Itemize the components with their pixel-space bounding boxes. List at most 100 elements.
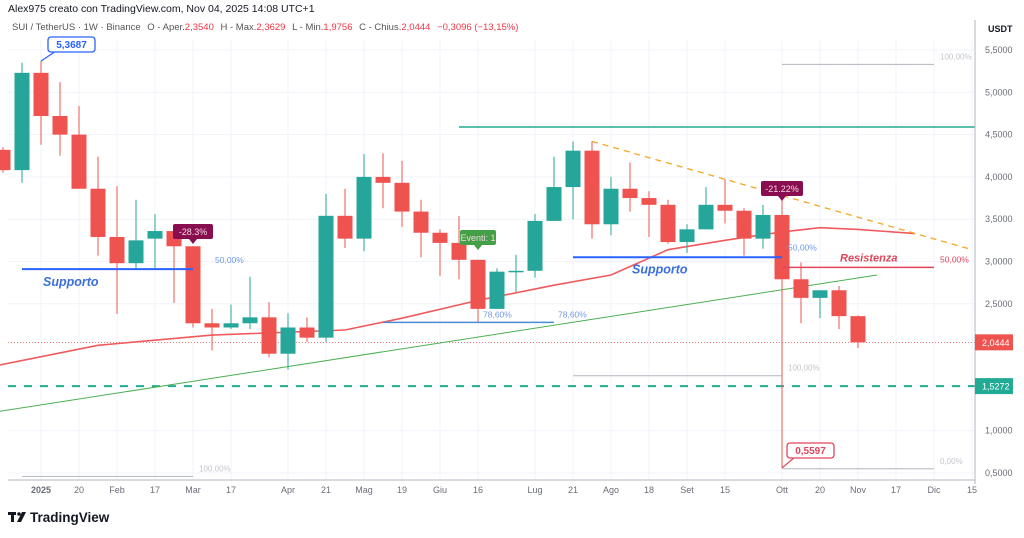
time-tick: Apr: [281, 485, 295, 495]
fib-label: 50,00%: [215, 255, 244, 265]
time-tick: 15: [967, 485, 977, 495]
price-axis[interactable]: 5,5000 5,0000 4,5000 4,0000 3,5000 3,0000 2,50…: [975, 45, 1013, 478]
time-tick: 16: [473, 485, 483, 495]
candle-body: [185, 246, 201, 324]
candle: [546, 156, 562, 221]
legend: SUI / TetherUS · 1W · Binance O - Aper.2…: [12, 22, 518, 33]
time-tick: 15: [720, 485, 730, 495]
candle: [280, 313, 296, 370]
candle-body: [793, 279, 809, 298]
candle: [14, 62, 30, 183]
candle-body: [698, 204, 714, 230]
candle: [793, 262, 809, 324]
candle-body: [337, 215, 353, 239]
candle-body: [679, 229, 695, 243]
candle-body: [14, 72, 30, 171]
candle-body: [261, 317, 277, 354]
candle: [33, 61, 49, 145]
time-tick: 2025: [31, 485, 51, 495]
callout-box: [47, 36, 96, 53]
time-tick: 17: [891, 485, 901, 495]
candle: [90, 156, 106, 256]
fib-label: 50,00%: [940, 254, 969, 264]
price-tick: 4,5000: [985, 130, 1013, 140]
trend-line: [0, 274, 878, 412]
open-value: 2,3540: [185, 22, 214, 33]
time-tick: 17: [226, 485, 236, 495]
currency-label: USDT: [988, 24, 1013, 34]
high-value: 2,3629: [256, 22, 285, 33]
candle: [261, 302, 277, 358]
resistance-label: Resistenza: [840, 252, 897, 264]
badge-pointer: [189, 239, 197, 244]
callout-box: [786, 442, 835, 459]
candle: [185, 246, 201, 328]
candle: [109, 186, 125, 314]
candle-body: [774, 214, 790, 280]
candle-body: [109, 236, 125, 264]
grid: [8, 40, 975, 480]
close-value: 2,0444: [401, 22, 430, 33]
candle: [812, 290, 828, 319]
candle: [641, 191, 657, 237]
price-tick: 5,0000: [985, 87, 1013, 97]
candle: [147, 214, 163, 269]
candle-body: [318, 215, 334, 338]
candle-body: [413, 211, 429, 233]
candle-body: [223, 323, 239, 328]
price-tick: 5,5000: [985, 45, 1013, 55]
candle: [0, 147, 11, 173]
candle-body: [660, 204, 676, 243]
candle: [470, 259, 486, 323]
time-tick: Ott: [776, 485, 789, 495]
candle: [717, 179, 733, 224]
callout-label: 0,5597: [795, 446, 826, 457]
candle-body: [33, 72, 49, 116]
callout-label: 5,3687: [56, 40, 87, 51]
candle-body: [394, 182, 410, 212]
candle-body: [622, 188, 638, 199]
candle: [432, 229, 448, 276]
candle: [451, 215, 467, 280]
candle: [204, 308, 220, 351]
badge-label: -21.22%: [765, 184, 799, 194]
time-tick: 20: [74, 485, 84, 495]
price-label: 1,5272: [982, 382, 1010, 392]
candle-body: [565, 150, 581, 188]
candle: [375, 153, 391, 209]
badge-label: -28.3%: [179, 227, 208, 237]
time-tick: Feb: [109, 485, 125, 495]
candle: [71, 105, 87, 189]
drawings-front: Supporto 50,00% Supporto 50,00% 78,60% 78,60%…: [22, 36, 973, 469]
time-tick: Giu: [433, 485, 447, 495]
candle-body: [527, 220, 543, 271]
candle-body: [451, 242, 467, 260]
candle-body: [641, 198, 657, 205]
candle-body: [280, 327, 296, 354]
fib-label: 50,00%: [788, 242, 817, 252]
candle-body: [204, 323, 220, 328]
candle-body: [0, 149, 11, 171]
candle: [679, 224, 695, 254]
candle: [736, 208, 752, 256]
candle: [508, 254, 524, 292]
price-tick: 3,0000: [985, 257, 1013, 267]
candle-body: [52, 115, 68, 135]
candle-body: [375, 176, 391, 183]
time-tick: 18: [644, 485, 654, 495]
candle: [755, 204, 771, 249]
candle-body: [603, 188, 619, 225]
symbol: SUI / TetherUS · 1W · Binance: [12, 22, 141, 33]
time-tick: 19: [397, 485, 407, 495]
candle: [489, 268, 505, 309]
badge: [173, 224, 213, 239]
tradingview-logo: TradingView: [8, 510, 110, 525]
candle: [698, 187, 714, 230]
candle: [356, 154, 372, 252]
candle: [603, 176, 619, 236]
candle: [622, 162, 638, 212]
candle-body: [71, 134, 87, 189]
price-tick: 4,0000: [985, 172, 1013, 182]
time-axis[interactable]: 2025 20 Feb 17 Mar 17 Apr 21 Mag 19 Giu 16 Lug 21 Ago 1…: [31, 485, 977, 495]
